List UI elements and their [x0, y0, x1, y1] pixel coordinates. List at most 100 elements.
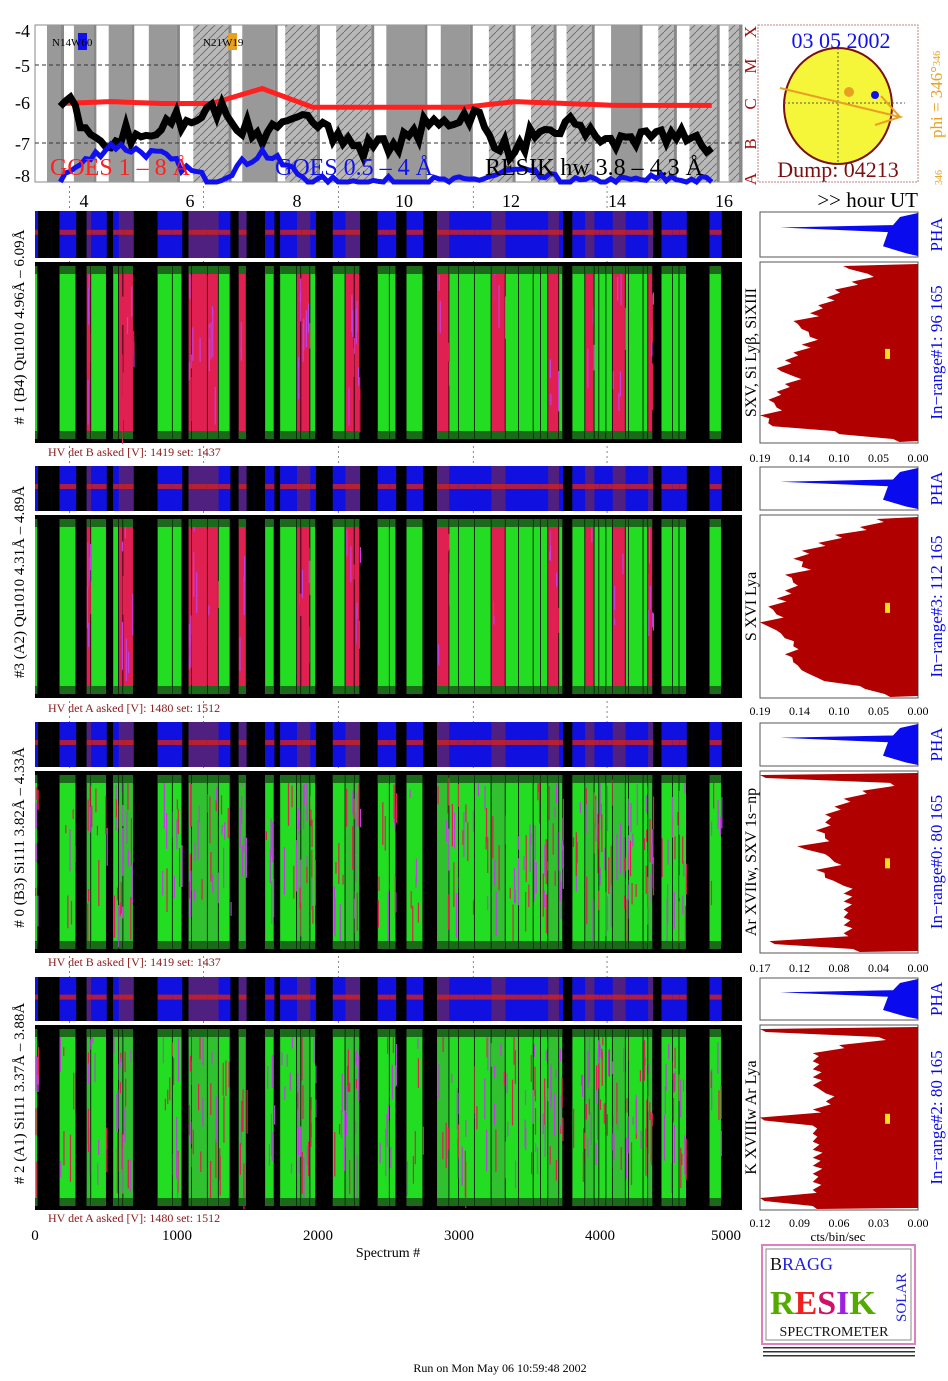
- spectrum-column-edge: [625, 686, 629, 694]
- pha-strip-peak: [518, 484, 534, 489]
- hour-axis-label: >> hour UT: [817, 188, 918, 212]
- spectrum-column: [91, 519, 106, 694]
- pha-strip-peak: [505, 484, 519, 489]
- spectrum-speckle: [63, 1047, 65, 1056]
- spectrum-column: [354, 266, 360, 439]
- spectrum-speckle: [116, 887, 119, 901]
- spectrum-speckle: [356, 1050, 358, 1066]
- spectrum-speckle: [456, 1088, 458, 1130]
- spectrum-speckle: [299, 887, 301, 909]
- pha-strip-peak: [377, 740, 390, 745]
- logo-solar: SOLAR: [894, 1273, 910, 1322]
- pha-strip-peak: [628, 994, 644, 1000]
- spectrum-speckle: [348, 387, 350, 426]
- spectrum-speckle: [241, 845, 244, 877]
- spectrum-column-edge: [628, 941, 643, 949]
- spectrum-column: [585, 775, 594, 949]
- spectrum-speckle: [674, 1047, 676, 1069]
- spectrum-column-edge: [406, 431, 423, 439]
- spectrum-speckle: [550, 317, 553, 333]
- spectrum-speckle: [670, 1163, 673, 1193]
- pha-strip-peak: [491, 484, 506, 489]
- pha-strip-peak: [491, 740, 506, 745]
- spectrum-speckle: [395, 1044, 398, 1086]
- pha-strip-peak: [345, 484, 355, 489]
- spectrum-column: [437, 519, 449, 694]
- spectrum-column: [679, 266, 686, 439]
- pha-strip-peak: [91, 994, 107, 1000]
- spectrum-column-edge: [585, 686, 594, 694]
- spectrum-speckle: [267, 1066, 269, 1089]
- spectrum-column-edge: [572, 431, 585, 439]
- spectrum-speckle: [417, 1058, 419, 1089]
- pha-strip-peak: [449, 484, 459, 489]
- spectrum-speckle: [673, 1073, 675, 1093]
- spectrum-column: [449, 519, 459, 694]
- spectrum-column-edge: [218, 775, 230, 783]
- spectrum-column: [612, 519, 625, 694]
- spectrum-speckle: [202, 342, 204, 376]
- spectrum-column: [86, 266, 91, 439]
- spectrum-column: [505, 1029, 519, 1206]
- spectrum-column: [345, 775, 354, 949]
- pha-strip-peak: [35, 484, 39, 489]
- spectrum-speckle: [359, 377, 361, 400]
- spectrum-column-edge: [437, 431, 449, 439]
- spectrum-column-edge: [594, 941, 599, 949]
- phi-superscript: 346: [932, 51, 943, 66]
- pha-strip-column: [38, 722, 52, 767]
- spectrum-column: [118, 1029, 123, 1206]
- spectrum-speckle: [115, 799, 117, 818]
- spectrum-speckle: [447, 269, 449, 294]
- spectrum-speckle: [122, 805, 124, 826]
- phi-small: 346: [934, 170, 945, 185]
- spectrum-column-edge: [491, 1029, 505, 1037]
- spectrum-speckle: [309, 323, 311, 349]
- spectrum-speckle: [530, 1054, 532, 1082]
- pha-strip-peak: [594, 740, 600, 745]
- spectrum-speckle: [293, 865, 295, 899]
- spectrum-speckle: [618, 392, 620, 412]
- spectrum-column: [572, 1029, 585, 1206]
- spectrum-tick: 4000: [585, 1228, 615, 1244]
- pha-strip-peak: [59, 740, 77, 745]
- spectrum-speckle: [502, 369, 504, 399]
- spectrum-column-edge: [628, 431, 643, 439]
- spectrum-speckle: [35, 1108, 37, 1136]
- spectrum-speckle: [86, 586, 89, 629]
- pha-strip-peak: [218, 740, 231, 745]
- pha-strip-peak: [354, 994, 361, 1000]
- pha-strip-column: [38, 466, 52, 511]
- spectrum-column-edge: [218, 431, 230, 439]
- cts-tick: 0.08: [829, 961, 850, 975]
- spectrum-speckle: [89, 333, 91, 362]
- spectrum-speckle: [476, 1106, 478, 1130]
- spectrum-column-edge: [207, 1029, 218, 1037]
- spectrum-speckle: [587, 1050, 589, 1088]
- spectrum-speckle: [412, 905, 414, 949]
- spectrum-speckle: [315, 1065, 317, 1084]
- spectrum-column-edge: [157, 519, 172, 527]
- spectrum-speckle: [343, 1145, 346, 1171]
- pha-strip-peak: [548, 994, 560, 1000]
- spectrum-speckle: [586, 876, 588, 925]
- spectrum-column-edge: [238, 431, 246, 439]
- spectrum-speckle: [217, 581, 220, 609]
- spectrum-speckle: [512, 904, 514, 949]
- detector-label: #3 (A2) Qu1010 4.31Å – 4.89Å: [12, 486, 28, 678]
- pha-strip-column: [106, 722, 114, 767]
- spectrum-column-edge: [238, 775, 246, 783]
- spectrum-column-edge: [265, 686, 274, 694]
- spectrum-speckle: [605, 891, 607, 937]
- spectrum-speckle: [297, 808, 300, 829]
- pha-strip-peak: [594, 229, 600, 235]
- spectrum-column: [594, 775, 599, 949]
- spectrum-speckle: [283, 847, 286, 895]
- spectrum-speckle: [355, 308, 357, 345]
- spectrum-speckle: [37, 789, 39, 810]
- spectrum-column: [594, 519, 599, 694]
- pha-strip-peak: [612, 740, 626, 745]
- spectrum-column-edge: [377, 1198, 389, 1206]
- pha-histogram-fill: [780, 979, 918, 1019]
- spectrum-column: [458, 775, 474, 949]
